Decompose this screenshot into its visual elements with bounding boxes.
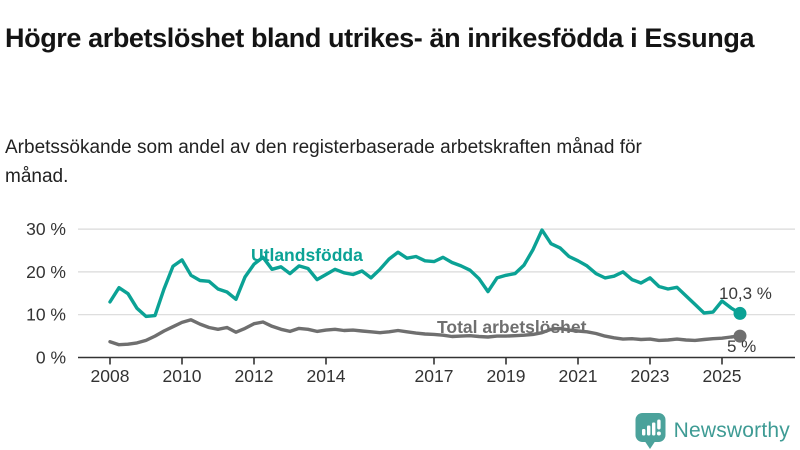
line-chart: 0 % 10 % 20 % 30 % 2008 2010 2012 2014 2017 2019 2… xyxy=(26,219,795,386)
end-value-total: 5 % xyxy=(727,337,757,356)
end-value-utlandsfodda: 10,3 % xyxy=(719,284,772,303)
y-tick-label: 0 % xyxy=(36,348,66,368)
x-tick-label: 2008 xyxy=(91,366,130,386)
chart-subtitle: Arbetssökande som andel av den registerb… xyxy=(5,137,642,188)
brand-wordmark: Newsworthy xyxy=(673,418,790,442)
newsworthy-logo: Newsworthy xyxy=(635,412,790,449)
series-end-dot-utlandsfodda xyxy=(733,306,747,320)
x-tick-label: 2014 xyxy=(307,366,346,386)
x-tick-label: 2012 xyxy=(235,366,274,386)
bar-chart-speech-bubble-icon xyxy=(635,413,666,449)
x-tick-label: 2021 xyxy=(559,366,598,386)
page-title: Högre arbetslöshet bland utrikes- än inr… xyxy=(5,23,755,54)
y-tick-label: 10 % xyxy=(26,305,66,325)
series-label-total-arbetsloshet: Total arbetslöshet xyxy=(437,317,587,337)
series-line-total xyxy=(108,318,742,347)
x-tick-label: 2017 xyxy=(415,366,454,386)
x-tick-label: 2019 xyxy=(487,366,526,386)
y-tick-label: 30 % xyxy=(26,219,66,239)
y-tick-label: 20 % xyxy=(26,262,66,282)
x-tick-label: 2025 xyxy=(703,366,742,386)
x-tick-label: 2023 xyxy=(631,366,670,386)
series-line-utlandsfodda xyxy=(108,228,742,319)
x-tick-label: 2010 xyxy=(163,366,202,386)
series-end-dot-total xyxy=(733,329,747,343)
series-label-utlandsfodda: Utlandsfödda xyxy=(251,245,363,265)
